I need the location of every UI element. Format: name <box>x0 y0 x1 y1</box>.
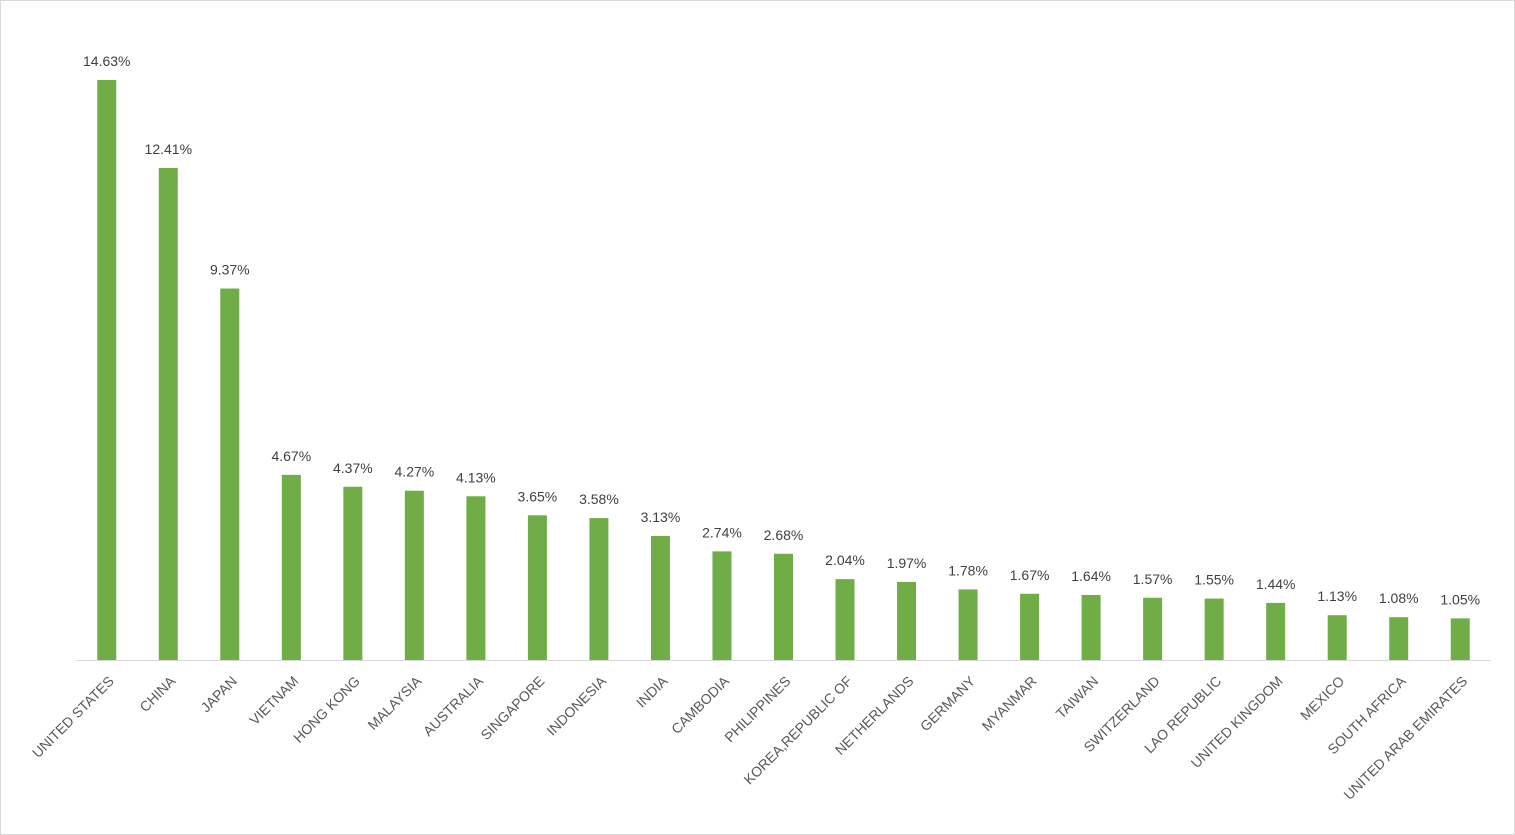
category-label: VIETNAM <box>246 673 301 728</box>
data-label: 1.64% <box>1071 568 1111 584</box>
bar-vietnam <box>281 474 301 660</box>
category-label: CHINA <box>136 672 179 715</box>
bar-hong-kong <box>343 486 363 660</box>
category-label: CAMBODIA <box>668 672 733 737</box>
bar-malaysia <box>404 490 424 660</box>
bars-layer <box>97 80 1470 660</box>
bar-myanmar <box>1020 593 1040 660</box>
bar-south-africa <box>1389 617 1409 660</box>
data-label: 4.13% <box>456 469 496 485</box>
data-label: 1.44% <box>1256 576 1296 592</box>
data-label: 1.13% <box>1317 588 1357 604</box>
data-label: 1.57% <box>1133 571 1173 587</box>
bar-united-arab-emirates <box>1450 618 1470 660</box>
bar-indonesia <box>589 518 609 660</box>
bar-netherlands <box>897 581 917 660</box>
bar-india <box>650 535 670 660</box>
bar-united-kingdom <box>1266 602 1286 660</box>
data-label: 4.37% <box>333 460 373 476</box>
bar-united-states <box>97 80 117 660</box>
bar-lao-republic <box>1204 598 1224 660</box>
category-label: MEXICO <box>1297 673 1347 723</box>
data-labels-layer: 14.63% 12.41% 9.37% 4.67% 4.37% 4.27% 4.13% 3.6… <box>83 53 1480 607</box>
data-label: 1.05% <box>1440 591 1480 607</box>
data-label: 3.65% <box>518 488 558 504</box>
bar-china <box>158 168 178 660</box>
bar-korea-republic-of <box>835 579 855 660</box>
data-label: 9.37% <box>210 262 250 278</box>
bar-singapore <box>527 515 547 660</box>
category-label: SINGAPORE <box>477 673 547 743</box>
data-label: 2.68% <box>764 527 804 543</box>
data-label: 2.04% <box>825 552 865 568</box>
category-label: TAIWAN <box>1053 673 1102 722</box>
data-label: 12.41% <box>145 141 192 157</box>
data-label: 4.27% <box>395 464 435 480</box>
data-label: 4.67% <box>271 448 311 464</box>
category-label: UNITED ARAB EMIRATES <box>1340 673 1470 803</box>
data-label: 1.55% <box>1194 572 1234 588</box>
data-label: 1.78% <box>948 562 988 578</box>
bar-mexico <box>1327 615 1347 660</box>
bar-philippines <box>774 553 793 660</box>
bar-taiwan <box>1081 594 1101 660</box>
bar-australia <box>466 496 486 660</box>
bar-japan <box>220 288 240 660</box>
bar-cambodia <box>712 551 732 660</box>
data-label: 3.58% <box>579 491 619 507</box>
category-label: MYANMAR <box>979 673 1040 734</box>
data-label: 2.74% <box>702 524 742 540</box>
category-label: INDONESIA <box>543 672 609 738</box>
category-label: INDIA <box>633 672 671 710</box>
data-label: 1.08% <box>1379 590 1419 606</box>
category-label: JAPAN <box>197 673 239 715</box>
data-label: 14.63% <box>83 53 130 69</box>
category-label: AUSTRALIA <box>420 672 487 739</box>
category-label: MALAYSIA <box>364 672 425 733</box>
bar-germany <box>958 589 978 660</box>
category-label: GERMANY <box>917 672 979 734</box>
data-label: 1.97% <box>887 555 927 571</box>
data-label: 1.67% <box>1010 567 1050 583</box>
bar-switzerland <box>1143 597 1163 660</box>
category-label: UNITED STATES <box>29 673 117 761</box>
data-label: 3.13% <box>641 509 681 525</box>
category-label: KOREA,REPUBLIC OF <box>740 673 855 788</box>
